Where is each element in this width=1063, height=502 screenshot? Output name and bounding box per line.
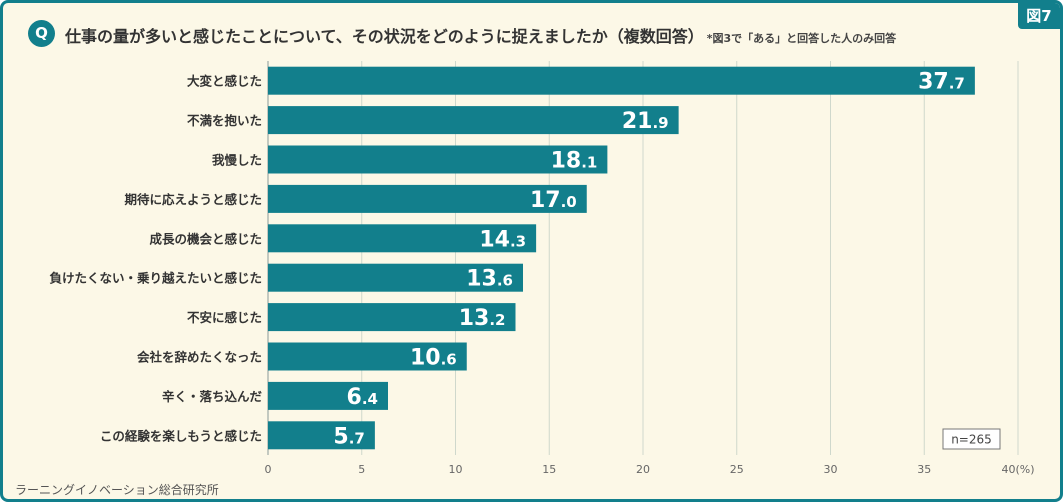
bar xyxy=(268,224,537,253)
bar xyxy=(268,145,608,174)
value-label: 37.7 xyxy=(918,70,965,95)
category-label: 負けたくない・乗り越えたいと感じた xyxy=(49,271,262,286)
x-tick-label: 10 xyxy=(449,463,463,476)
category-label: 不満を抱いた xyxy=(187,113,262,128)
value-label: 13.2 xyxy=(459,306,506,331)
figure-label: 図7 xyxy=(1018,3,1060,29)
value-label: 18.1 xyxy=(551,149,598,174)
x-tick-label: 25 xyxy=(730,463,744,476)
bar xyxy=(268,66,975,95)
category-label: 我慢した xyxy=(212,153,262,168)
x-tick-label: 40(%) xyxy=(1001,463,1034,476)
bar xyxy=(268,263,523,292)
category-label: 会社を辞めたくなった xyxy=(137,350,262,365)
bar xyxy=(268,342,467,371)
category-label: 不安に感じた xyxy=(187,310,262,325)
bar xyxy=(268,421,375,450)
bar xyxy=(268,303,516,332)
chart-title: 仕事の量が多いと感じたことについて、その状況をどのように捉えましたか（複数回答）… xyxy=(65,23,896,47)
value-label: 14.3 xyxy=(479,227,526,252)
question-badge: Q xyxy=(28,20,55,47)
x-tick-label: 0 xyxy=(265,463,272,476)
sample-size-label: n=265 xyxy=(951,433,992,447)
source-credit: ラーニングイノベーション総合研究所 xyxy=(15,483,219,497)
category-label: この経験を楽しもうと感じた xyxy=(100,428,262,443)
category-label: 成長の機会と感じた xyxy=(149,231,262,246)
value-label: 10.6 xyxy=(410,346,457,371)
bar xyxy=(268,106,679,135)
bar-chart: 0 5 10 15 20 25 30 35 40(%) 大変と感じた 37.7 不満を抱いた 21.9 我… xyxy=(49,61,1035,476)
x-tick-label: 5 xyxy=(358,463,365,476)
bar xyxy=(268,184,587,213)
value-label: 5.7 xyxy=(333,424,364,449)
x-tick-label: 30 xyxy=(824,463,838,476)
sample-size-box xyxy=(942,428,1001,450)
category-label: 大変と感じた xyxy=(187,74,262,89)
category-label: 期待に応えようと感じた xyxy=(124,192,262,207)
x-tick-label: 20 xyxy=(636,463,650,476)
x-tick-label: 35 xyxy=(917,463,931,476)
bar xyxy=(268,381,388,410)
value-label: 21.9 xyxy=(622,109,669,134)
value-label: 17.0 xyxy=(530,188,577,213)
x-tick-label: 15 xyxy=(542,463,556,476)
title-text: 仕事の量が多いと感じたことについて、その状況をどのように捉えましたか（複数回答） xyxy=(65,27,704,46)
category-label: 辛く・落ち込んだ xyxy=(162,389,263,404)
value-label: 6.4 xyxy=(347,385,378,410)
value-label: 13.6 xyxy=(466,267,513,292)
title-note: *図3で「ある」と回答した人のみ回答 xyxy=(706,32,897,45)
